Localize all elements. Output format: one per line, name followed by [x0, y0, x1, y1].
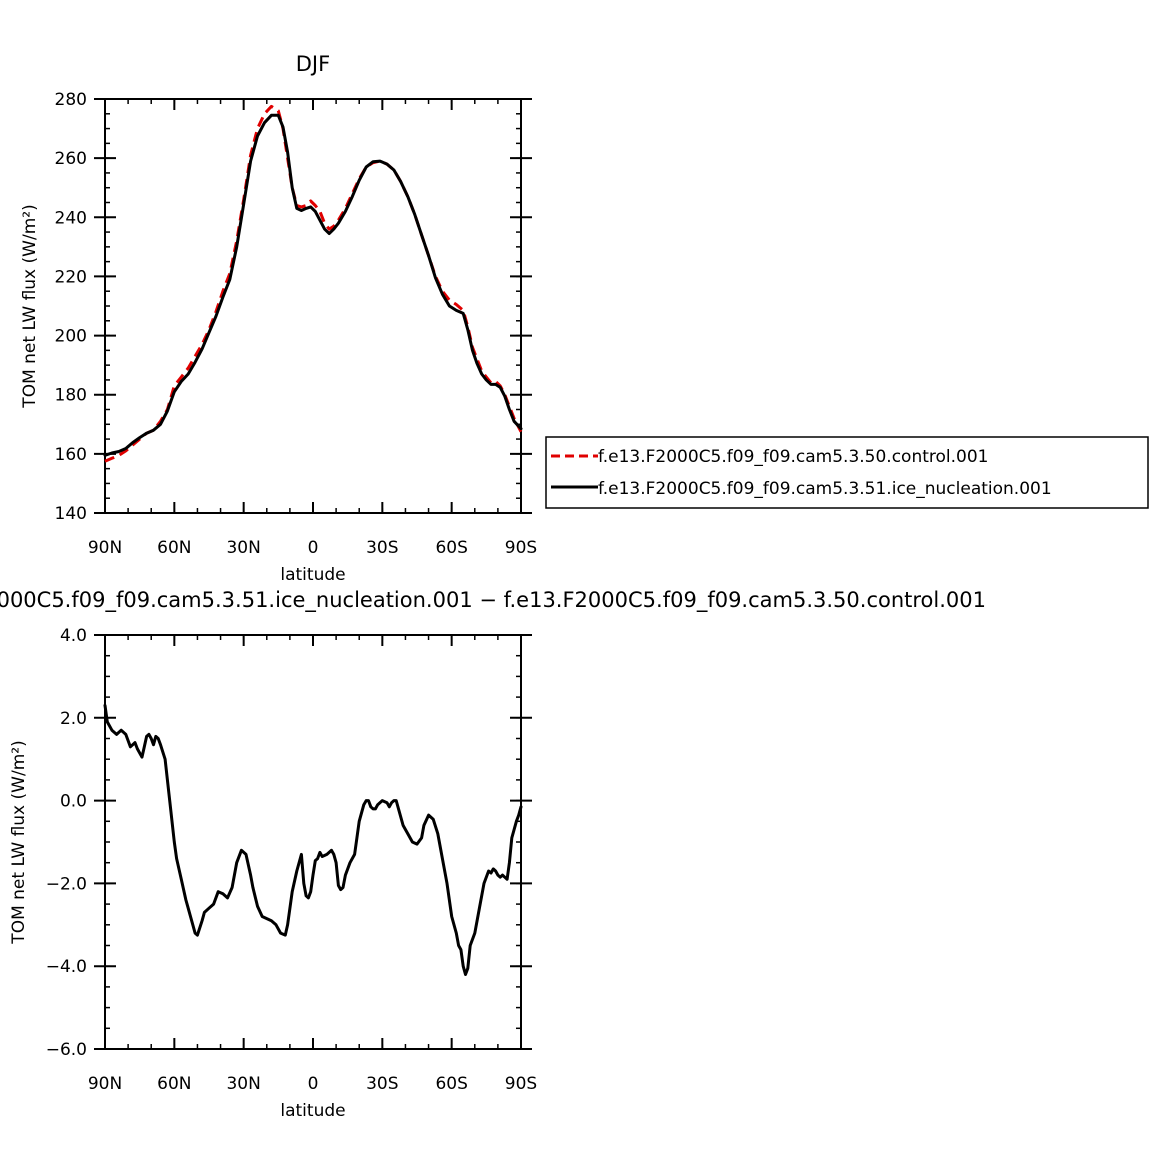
top-x-tick-label: 90N: [88, 538, 122, 558]
bottom-series: [103, 703, 523, 976]
bottom-plot-frame: [104, 634, 522, 1050]
top-axes: 90N 60N 30N 0 30S 60S 90S 140 160 180 200 220 240 260…: [55, 90, 538, 558]
bottom-x-axis-label: latitude: [280, 1101, 345, 1121]
top-chart-title: DJF: [296, 52, 330, 76]
top-x-axis-label: latitude: [280, 565, 345, 585]
bottom-x-tick-label: 30S: [366, 1074, 398, 1094]
bottom-y-tick-label: −6.0: [46, 1040, 87, 1060]
top-y-tick-label: 180: [55, 386, 87, 406]
top-x-tick-label: 60N: [157, 538, 191, 558]
legend-label-ice-nucleation: f.e13.F2000C5.f09_f09.cam5.3.51.ice_nucl…: [598, 479, 1052, 499]
legend-label-control: f.e13.F2000C5.f09_f09.cam5.3.50.control.…: [598, 447, 989, 467]
bottom-x-tick-label: 60N: [157, 1074, 191, 1094]
bottom-y-tick-label: 2.0: [60, 709, 87, 729]
top-y-tick-label: 200: [55, 327, 87, 347]
legend: f.e13.F2000C5.f09_f09.cam5.3.50.control.…: [545, 436, 1149, 509]
legend-box: [545, 436, 1149, 509]
top-y-tick-label: 260: [55, 149, 87, 169]
bottom-y-tick-label: 0.0: [60, 792, 87, 812]
bottom-x-tick-label: 90S: [505, 1074, 537, 1094]
bottom-y-axis-label: TOM net LW flux (W/m²): [9, 740, 29, 944]
bottom-x-tick-label: 0: [308, 1074, 319, 1094]
top-y-tick-label: 280: [55, 90, 87, 110]
bottom-x-tick-label: 60S: [435, 1074, 467, 1094]
bottom-y-tick-label: −4.0: [46, 957, 87, 977]
bottom-series-line-0: [103, 703, 523, 976]
top-y-tick-label: 240: [55, 208, 87, 228]
top-y-tick-label: 160: [55, 445, 87, 465]
top-x-tick-label: 30N: [226, 538, 260, 558]
top-x-tick-label: 0: [308, 538, 319, 558]
bottom-panel: f.e13.F2000C5.f09_f09.cam5.3.51.ice_nucl…: [0, 588, 986, 1121]
bottom-x-tick-label: 30N: [226, 1074, 260, 1094]
bottom-chart-title: f.e13.F2000C5.f09_f09.cam5.3.51.ice_nucl…: [0, 588, 986, 613]
top-panel: DJF 90N 60N 30N 0 30S 60S 90S 140 160 180 200 220 24…: [20, 52, 537, 585]
bottom-axes: 90N 60N 30N 0 30S 60S 90S 4.0 2.0 0.0 −2.0 −4.0 −6.0: [46, 626, 538, 1094]
top-series: [103, 104, 523, 463]
top-series-line-1: [103, 113, 523, 457]
top-y-tick-label: 140: [55, 504, 87, 524]
top-x-tick-label: 90S: [505, 538, 537, 558]
top-x-tick-label: 30S: [366, 538, 398, 558]
bottom-y-tick-label: 4.0: [60, 626, 87, 646]
top-x-tick-label: 60S: [435, 538, 467, 558]
bottom-x-tick-label: 90N: [88, 1074, 122, 1094]
top-y-tick-label: 220: [55, 267, 87, 287]
top-y-axis-label: TOM net LW flux (W/m²): [20, 204, 40, 408]
bottom-y-tick-label: −2.0: [46, 874, 87, 894]
